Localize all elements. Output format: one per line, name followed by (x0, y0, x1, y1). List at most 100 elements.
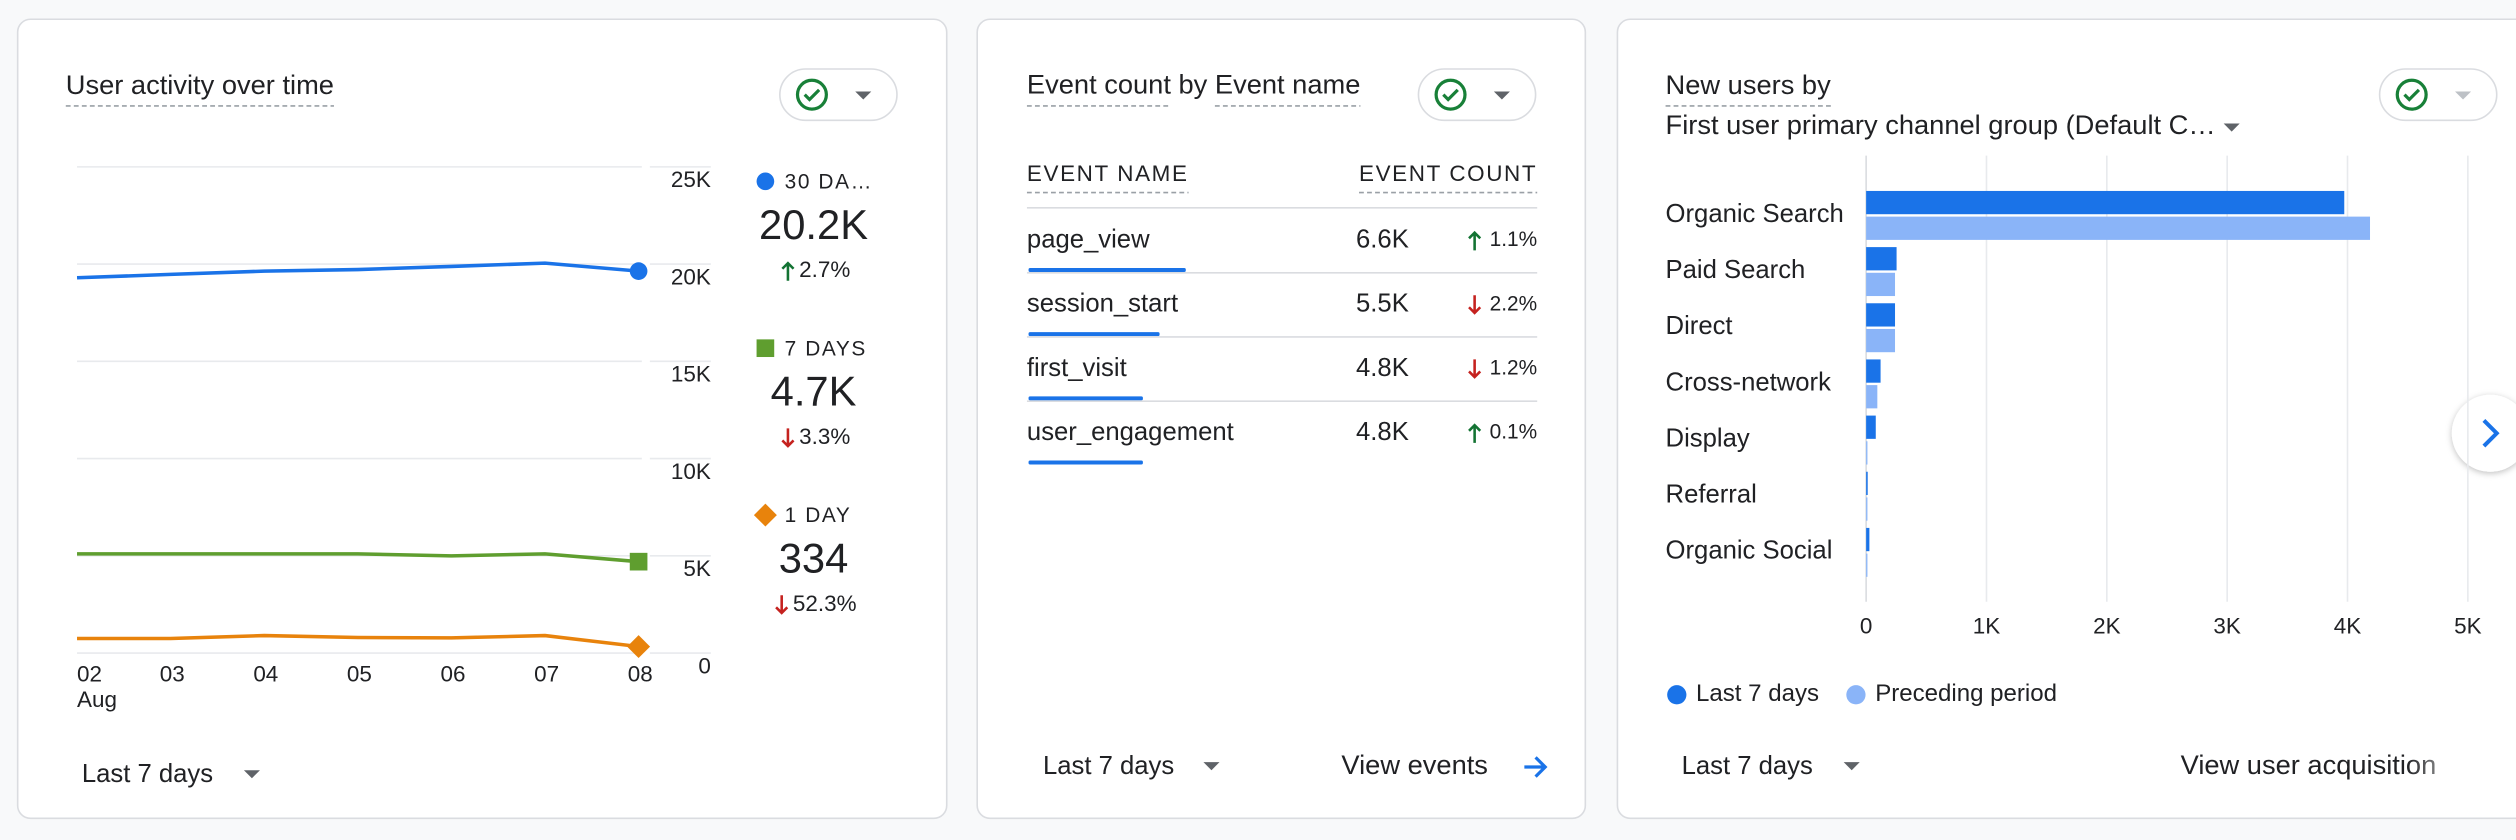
trend-arrow (781, 428, 795, 448)
fade (2406, 741, 2480, 790)
chart-title: New users by (1666, 69, 1832, 100)
legend-label: Last 7 days (1696, 680, 1819, 707)
event-count: 5.5K (1356, 290, 1409, 318)
bar (1866, 527, 1870, 552)
legend-marker (756, 172, 775, 191)
card (976, 18, 1587, 820)
chart-subtitle[interactable]: First user primary channel group (Defaul… (1666, 109, 2216, 140)
event-name[interactable]: user_engagement (1027, 418, 1234, 446)
date-range[interactable]: Last 7 days (82, 760, 213, 788)
trend-arrow (1468, 359, 1482, 379)
chart-title: User activity over time (66, 69, 334, 100)
summary-value: 4.7K (771, 368, 857, 415)
date-range[interactable]: Last 7 days (1043, 752, 1174, 780)
bar (1866, 385, 1878, 409)
title-part: Event name (1215, 69, 1361, 100)
x-sublabel: Aug (77, 687, 117, 712)
change-value: 3.3% (799, 424, 850, 449)
trend-arrow (781, 261, 795, 281)
trend-arrow (775, 595, 789, 615)
x-tick-label: 1K (1973, 613, 2000, 638)
bar (1866, 471, 1868, 496)
end-marker (629, 552, 648, 571)
legend-label: Preceding period (1875, 680, 2057, 707)
x-tick-label: 0 (1860, 613, 1873, 638)
x-tick-label: 07 (534, 661, 559, 686)
x-tick-label: 02 (77, 661, 102, 686)
y-tick-label: 15K (671, 362, 711, 387)
count-bar (1028, 267, 1186, 272)
event-change: 2.2% (1490, 292, 1538, 315)
y-tick-label: 25K (671, 167, 711, 192)
category-label: Paid Search (1666, 256, 1806, 284)
event-change: 0.1% (1490, 421, 1538, 444)
x-tick-label: 4K (2334, 613, 2361, 638)
event-count: 6.6K (1356, 225, 1409, 253)
bar (1866, 328, 1896, 353)
bar (1866, 441, 1868, 465)
compare-button[interactable] (1417, 68, 1537, 122)
count-bar (1028, 396, 1143, 401)
dropdown-caret (2223, 123, 2240, 132)
series-line (77, 552, 639, 564)
card (16, 18, 948, 820)
series-line (77, 633, 639, 649)
bar (1866, 497, 1868, 521)
link[interactable]: View events (1341, 749, 1488, 780)
legend-label: 7 DAYS (785, 337, 867, 360)
bar (1866, 415, 1876, 439)
x-tick-label: 2K (2093, 613, 2120, 638)
bar (1866, 359, 1881, 383)
legend-marker (756, 339, 775, 358)
event-name[interactable]: page_view (1027, 225, 1150, 253)
category-label: Organic Search (1666, 200, 1844, 228)
x-tick-label: 04 (253, 661, 278, 686)
x-tick-label: 05 (347, 661, 372, 686)
category-label: Cross-network (1666, 368, 1832, 396)
x-tick-label: 06 (441, 661, 466, 686)
summary-value: 334 (779, 535, 849, 582)
title-part: Event count (1027, 69, 1171, 100)
end-marker (629, 262, 648, 280)
event-name[interactable]: session_start (1027, 290, 1178, 318)
legend-marker (753, 503, 777, 527)
y-tick-label: 0 (698, 653, 711, 678)
link[interactable]: View user acquisition (2181, 749, 2437, 780)
event-count: 4.8K (1356, 418, 1409, 446)
series-line (76, 261, 639, 280)
category-label: Direct (1666, 312, 1733, 340)
bar (1866, 272, 1896, 297)
x-tick-label: 5K (2454, 613, 2481, 638)
x-tick-label: 3K (2213, 613, 2240, 638)
dropdown-caret (243, 770, 260, 779)
change-value: 52.3% (793, 591, 857, 616)
bar (1866, 553, 1868, 577)
bar (1866, 190, 2345, 215)
count-bar (1028, 460, 1143, 465)
change-value: 2.7% (799, 257, 850, 282)
x-tick-label: 08 (628, 661, 653, 686)
date-range[interactable]: Last 7 days (1682, 752, 1813, 780)
title-part: by (1179, 69, 1208, 100)
compare-button[interactable] (2378, 68, 2498, 122)
count-bar (1028, 332, 1160, 337)
trend-arrow (1468, 295, 1482, 315)
legend-label: 30 DA… (785, 170, 873, 193)
trend-arrow (1468, 423, 1482, 443)
bar (1866, 247, 1897, 271)
column-header: EVENT COUNT (1359, 161, 1537, 186)
dropdown-caret (1203, 762, 1220, 771)
column-header: EVENT NAME (1027, 161, 1189, 186)
end-marker (627, 635, 651, 659)
category-label: Display (1666, 424, 1750, 452)
x-tick-label: 03 (160, 661, 185, 686)
event-change: 1.2% (1490, 357, 1538, 380)
compare-button[interactable] (779, 68, 898, 122)
dropdown-caret (1843, 762, 1860, 771)
category-label: Organic Social (1666, 537, 1833, 565)
y-tick-label: 20K (671, 264, 711, 289)
y-tick-label: 10K (671, 459, 711, 484)
summary-value: 20.2K (759, 201, 868, 248)
event-name[interactable]: first_visit (1027, 354, 1127, 382)
